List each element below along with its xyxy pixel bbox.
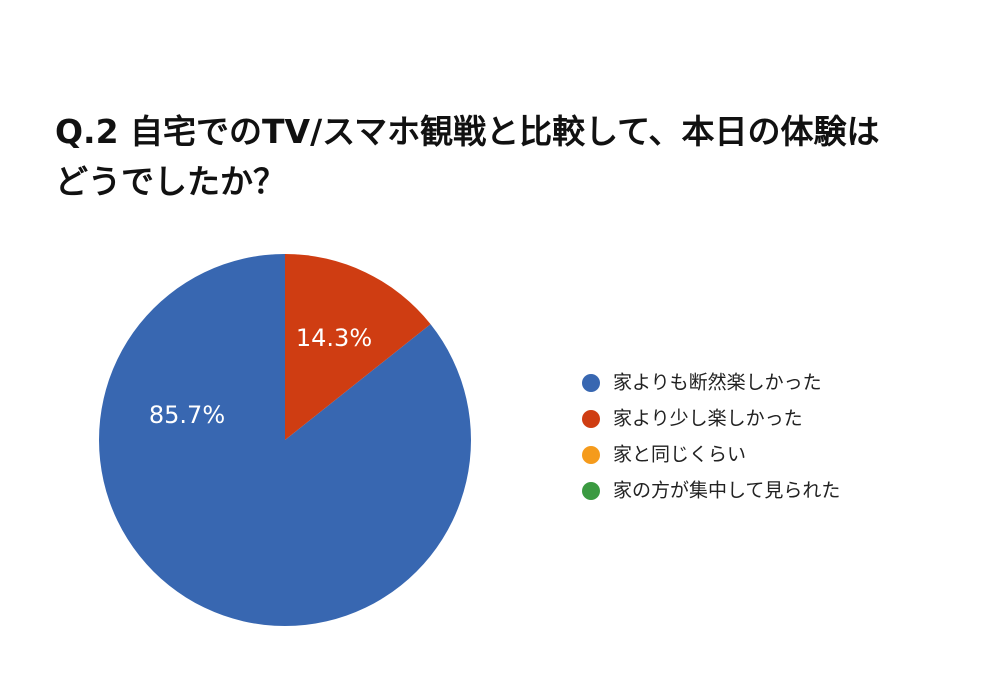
chart-title: どうでしたか？ xyxy=(55,162,286,201)
legend-label: 家と同じくらい xyxy=(613,444,746,466)
value-label: 14.3% xyxy=(296,324,372,352)
legend-marker xyxy=(582,374,600,392)
legend-marker xyxy=(582,446,600,464)
legend-label: 家の方が集中して見られた xyxy=(613,480,840,502)
legend-label: 家よりも断然楽しかった xyxy=(613,372,822,394)
value-label: 85.7% xyxy=(149,401,225,429)
pie-slice xyxy=(285,254,431,440)
chart-title: Q.2 自宅でのTV/スマホ観戦と比較して、本日の体験は xyxy=(55,112,880,151)
legend-marker xyxy=(582,482,600,500)
legend-marker xyxy=(582,410,600,428)
legend-label: 家より少し楽しかった xyxy=(613,408,803,430)
